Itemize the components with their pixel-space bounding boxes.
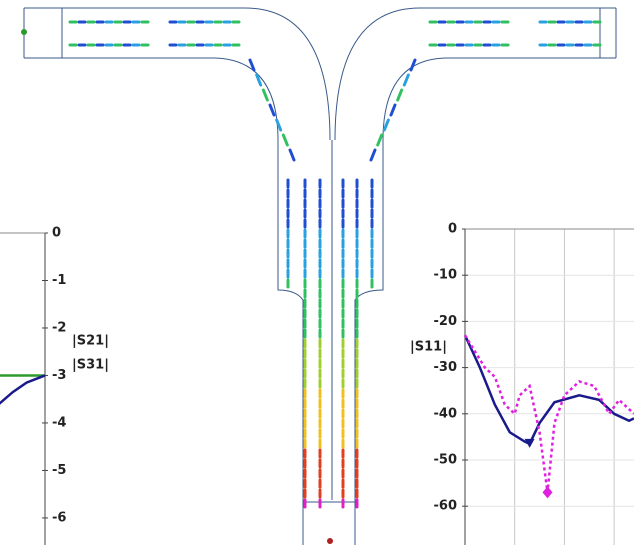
y-tick-label: -5 bbox=[52, 463, 66, 478]
port-dot bbox=[21, 29, 27, 35]
y-tick-label: -40 bbox=[434, 406, 458, 421]
min-marker bbox=[542, 486, 553, 499]
field-arrow bbox=[376, 133, 384, 147]
field-arrow bbox=[369, 148, 377, 162]
field-arrow bbox=[402, 73, 410, 87]
y-tick-label: -50 bbox=[434, 452, 458, 467]
y-tick-label: -4 bbox=[52, 415, 66, 430]
y-axis-label: |S31| bbox=[72, 358, 109, 373]
chart-s11: 0 -10 -20 -30 -40 -50 -60 |S11| bbox=[410, 222, 634, 545]
field-arrow bbox=[255, 73, 263, 87]
y-tick-label: 0 bbox=[448, 222, 457, 237]
y-tick-label: -30 bbox=[434, 360, 458, 375]
series-line bbox=[463, 334, 634, 446]
y-tick-label: -3 bbox=[52, 368, 66, 383]
field-arrow bbox=[275, 118, 283, 132]
series-line bbox=[0, 374, 46, 405]
y-tick-label: -6 bbox=[52, 510, 66, 525]
field-arrow bbox=[288, 148, 296, 162]
field-arrows bbox=[68, 20, 602, 509]
field-arrow bbox=[248, 58, 256, 72]
port-dot bbox=[327, 538, 333, 544]
field-arrow bbox=[409, 58, 417, 72]
y-tick-label: -60 bbox=[434, 499, 458, 514]
field-arrow bbox=[389, 103, 397, 117]
y-tick-label: -10 bbox=[434, 268, 458, 283]
field-arrow bbox=[396, 88, 404, 102]
chart-s21: 0 -1 -2 -3 -4 -5 -6 |S21| |S31| bbox=[0, 226, 109, 545]
y-tick-label: -20 bbox=[434, 314, 458, 329]
waveguide bbox=[21, 7, 617, 545]
y-tick-label: -1 bbox=[52, 273, 66, 288]
field-arrow bbox=[268, 103, 276, 117]
y-tick-label: 0 bbox=[52, 226, 61, 241]
y-axis-label: |S11| bbox=[410, 340, 447, 355]
waveguide-outline bbox=[24, 7, 616, 545]
y-axis-label: |S21| bbox=[72, 334, 109, 349]
field-arrow bbox=[261, 88, 269, 102]
field-arrow bbox=[382, 118, 390, 132]
y-tick-label: -2 bbox=[52, 320, 66, 335]
field-arrow bbox=[281, 133, 289, 147]
min-marker bbox=[524, 438, 535, 448]
